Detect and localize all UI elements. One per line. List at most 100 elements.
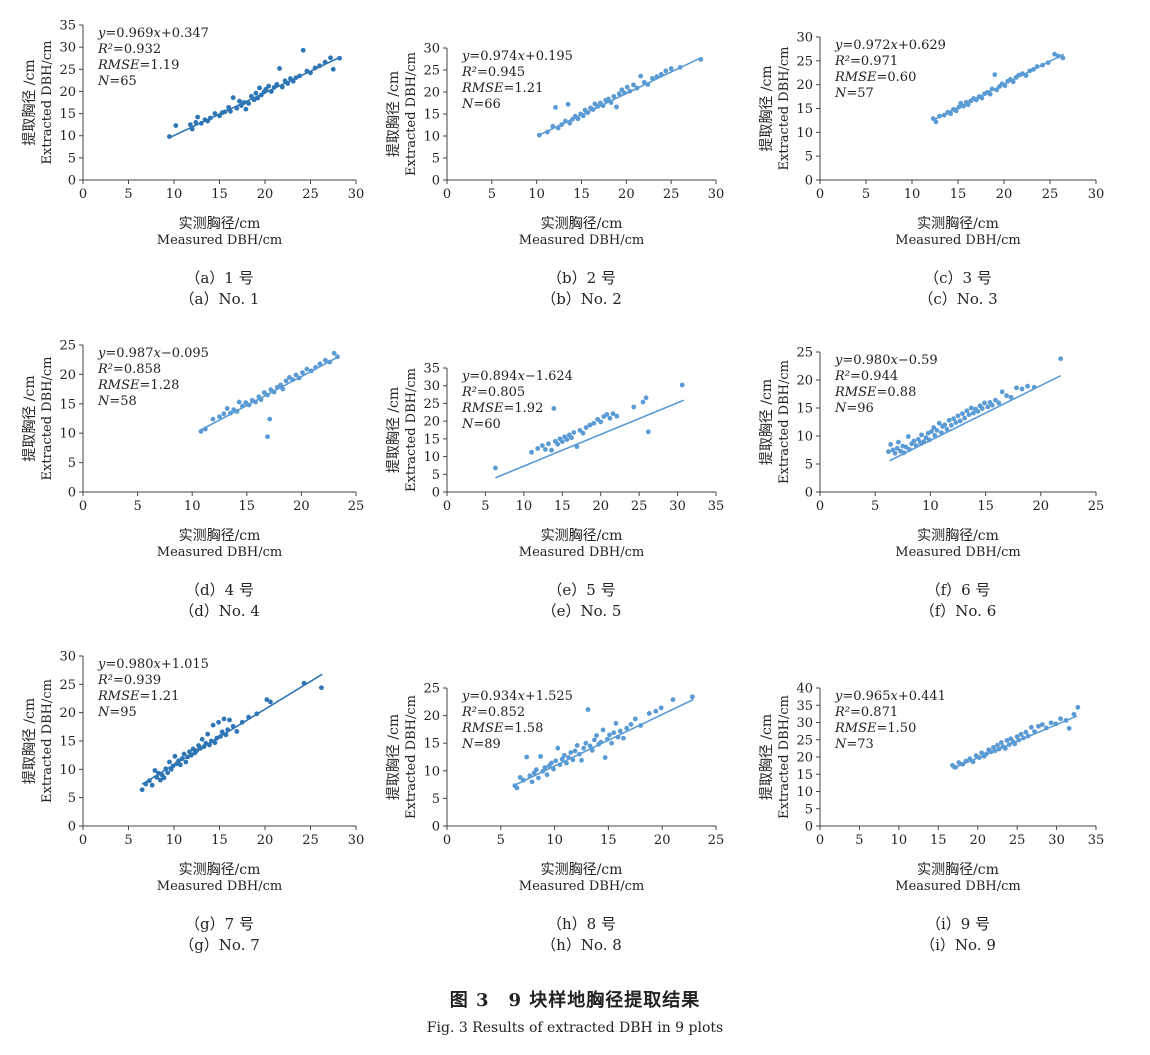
data-point (957, 418, 963, 424)
data-point (197, 745, 203, 751)
x-tick-label: 5 (133, 499, 141, 514)
data-point (243, 106, 249, 112)
data-point (279, 84, 285, 90)
y-tick-label: 0 (68, 174, 76, 189)
data-point (1002, 83, 1008, 89)
y-axis-label-zh: 提取胸径 /cm (22, 59, 38, 145)
data-point (609, 740, 615, 746)
data-point (892, 450, 898, 456)
data-point (290, 78, 296, 84)
x-axis-label-zh: 实测胸径/cm (917, 216, 999, 232)
data-point (157, 777, 163, 783)
data-point (988, 749, 994, 755)
data-point (913, 443, 919, 448)
data-point (173, 123, 179, 128)
data-point (1036, 723, 1041, 729)
data-point (308, 70, 313, 76)
data-point (520, 777, 526, 783)
stat-r2: R²=0.939 (97, 673, 161, 688)
data-point (330, 66, 336, 72)
x-tick-label: 20 (257, 833, 274, 848)
data-point (624, 84, 630, 90)
data-point (236, 399, 242, 405)
data-point (561, 752, 567, 758)
data-point (188, 752, 194, 758)
data-point (228, 410, 233, 416)
data-point (580, 113, 586, 119)
x-tick-label: 30 (348, 187, 365, 202)
data-point (960, 761, 966, 767)
data-point (559, 439, 565, 445)
x-tick-label: 20 (996, 187, 1013, 202)
data-point (587, 743, 593, 749)
data-point (529, 779, 535, 785)
stat-equation: y=0.965x+0.441 (834, 689, 946, 704)
data-point (1004, 738, 1010, 743)
stat-n: N=60 (461, 417, 501, 432)
data-point (312, 65, 318, 71)
y-tick-label: 15 (796, 102, 813, 117)
data-point (964, 408, 970, 414)
y-tick-label: 20 (796, 78, 813, 93)
y-tick-label: 15 (423, 432, 440, 447)
data-point (564, 437, 570, 442)
y-tick-label: 35 (59, 19, 76, 34)
data-point (271, 389, 277, 395)
data-point (658, 705, 664, 711)
y-tick-label: 10 (796, 785, 813, 800)
y-tick-label: 5 (805, 150, 813, 165)
data-point (1058, 356, 1064, 362)
x-tick-label: 30 (1088, 187, 1105, 202)
data-point (224, 406, 230, 411)
x-tick-label: 10 (184, 499, 201, 514)
data-point (611, 730, 617, 736)
data-point (627, 88, 633, 94)
data-point (598, 419, 604, 425)
data-point (524, 754, 530, 760)
data-point (628, 722, 634, 727)
data-point (149, 782, 155, 788)
data-point (517, 775, 523, 780)
data-point (539, 443, 545, 448)
data-point (670, 697, 676, 702)
data-point (277, 66, 282, 71)
data-point (217, 414, 222, 420)
data-point (979, 406, 985, 411)
data-point (165, 770, 171, 776)
x-tick-label: 20 (618, 187, 635, 202)
y-tick-label: 10 (59, 763, 76, 778)
data-point (631, 82, 636, 88)
data-point (955, 413, 961, 419)
data-point (575, 116, 581, 122)
data-point (1066, 725, 1072, 731)
data-point (1039, 722, 1045, 727)
data-point (251, 97, 257, 103)
data-point (646, 710, 652, 716)
x-tick-label: 0 (443, 833, 451, 848)
data-point (285, 81, 291, 86)
data-point (604, 736, 610, 742)
stat-n: N=96 (834, 401, 874, 416)
data-point (257, 85, 262, 91)
data-point (963, 758, 969, 764)
x-tick-label: 25 (302, 187, 319, 202)
data-point (600, 727, 606, 733)
data-point (239, 719, 245, 725)
data-point (968, 405, 974, 411)
data-point (634, 85, 640, 91)
data-point (217, 113, 222, 119)
panel-caption-zh: （a）1 号 (185, 269, 253, 287)
data-point (638, 723, 644, 728)
data-point (240, 403, 245, 409)
data-point (574, 444, 580, 450)
data-point (886, 449, 891, 455)
data-point (246, 100, 252, 106)
data-point (566, 755, 571, 760)
data-point (255, 95, 261, 101)
data-point (553, 105, 558, 110)
data-point (540, 768, 546, 774)
panel-caption-zh: （b）2 号 (547, 269, 616, 287)
data-point (1027, 68, 1033, 74)
x-axis-label-en: Measured DBH/cm (519, 545, 644, 560)
data-point (264, 697, 270, 703)
